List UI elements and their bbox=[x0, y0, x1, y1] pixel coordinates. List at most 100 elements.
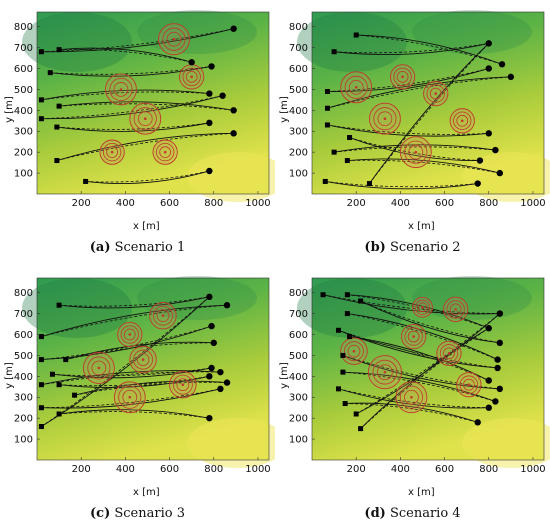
goal-marker bbox=[208, 364, 215, 372]
trajectory-dashed-line bbox=[349, 137, 480, 161]
start-marker bbox=[344, 311, 350, 317]
start-marker bbox=[353, 411, 359, 417]
trajectory-dashed-line bbox=[360, 327, 489, 429]
terrain-shade bbox=[412, 276, 532, 320]
trajectory-line bbox=[322, 294, 500, 315]
obstacle-center bbox=[401, 75, 404, 79]
obstacle-ring bbox=[172, 374, 193, 395]
start-marker bbox=[56, 47, 62, 53]
goal-marker bbox=[223, 301, 231, 309]
trajectory-dashed-line bbox=[56, 132, 234, 161]
y-tick-label: 200 bbox=[14, 414, 33, 425]
obstacle-ring bbox=[133, 107, 157, 131]
y-tick-label: 700 bbox=[14, 309, 33, 320]
y-tick-label: 200 bbox=[289, 148, 308, 159]
y-tick-label: 800 bbox=[14, 288, 33, 299]
trajectory-dashed-line bbox=[360, 300, 500, 344]
obstacle-center bbox=[460, 119, 464, 123]
start-marker bbox=[38, 116, 44, 122]
goal-marker bbox=[492, 398, 499, 405]
obstacle-ring bbox=[456, 114, 469, 127]
trajectory-dashed-line bbox=[59, 49, 192, 63]
x-tick-label: 600 bbox=[160, 198, 179, 209]
obstacle-ring bbox=[113, 82, 129, 97]
y-axis-label: y [m] bbox=[3, 96, 15, 123]
y-tick-label: 500 bbox=[14, 85, 33, 96]
obstacle-ring bbox=[404, 389, 419, 405]
y-tick-label: 600 bbox=[289, 64, 308, 75]
x-tick-label: 800 bbox=[204, 198, 223, 209]
y-tick-label: 300 bbox=[14, 393, 33, 404]
trajectory-dashed-line bbox=[74, 381, 228, 396]
x-tick-label: 200 bbox=[72, 464, 91, 475]
trajectory-line bbox=[41, 304, 228, 338]
goal-marker bbox=[219, 92, 226, 99]
goal-marker bbox=[206, 119, 213, 127]
goal-marker bbox=[206, 167, 213, 175]
trajectory-dashed-line bbox=[349, 336, 489, 381]
obstacle-center bbox=[172, 37, 176, 41]
obstacle-ring bbox=[133, 349, 154, 370]
caption-letter: (a) bbox=[89, 240, 111, 255]
x-tick-label: 1000 bbox=[245, 198, 270, 209]
trajectory-dashed-line bbox=[369, 43, 490, 184]
terrain-shade bbox=[462, 152, 550, 202]
trajectory-dashed-line bbox=[41, 304, 228, 337]
x-tick-label: 400 bbox=[116, 464, 135, 475]
start-marker bbox=[56, 382, 62, 388]
obstacle-center bbox=[141, 358, 145, 361]
y-tick-label: 500 bbox=[14, 351, 33, 362]
y-tick-label: 200 bbox=[14, 148, 33, 159]
start-marker bbox=[358, 426, 364, 432]
obstacle-center bbox=[119, 88, 123, 91]
obstacle-center bbox=[467, 383, 471, 386]
start-marker bbox=[38, 405, 44, 411]
trajectory-line bbox=[65, 341, 214, 361]
obstacle-ring bbox=[176, 378, 190, 392]
y-tick-label: 600 bbox=[289, 330, 308, 341]
x-tick-label: 400 bbox=[391, 464, 410, 475]
trajectory-dashed-line bbox=[327, 76, 511, 109]
obstacle-ring bbox=[408, 144, 424, 160]
start-marker bbox=[344, 292, 350, 298]
chart-c: 200 400 600 800 1000 100 200 300 400 500 600 700 800 bbox=[14, 276, 275, 475]
trajectory-line bbox=[59, 47, 192, 63]
trajectory-line bbox=[338, 388, 489, 409]
obstacle-center bbox=[352, 349, 356, 353]
terrain-shade bbox=[137, 10, 257, 54]
x-tick-label: 200 bbox=[347, 198, 366, 209]
start-marker bbox=[38, 424, 44, 430]
start-marker bbox=[342, 401, 348, 407]
obstacle-center bbox=[383, 117, 387, 120]
goal-marker bbox=[208, 63, 215, 70]
start-marker bbox=[56, 411, 62, 417]
trajectory-dashed-line bbox=[334, 42, 489, 54]
y-tick-label: 100 bbox=[289, 435, 308, 446]
obstacle-ring bbox=[377, 111, 393, 127]
caption-letter: (d) bbox=[364, 506, 386, 521]
y-axis-label: y [m] bbox=[3, 362, 15, 389]
x-tick-label: 1000 bbox=[520, 198, 545, 209]
obstacle-ring bbox=[348, 79, 364, 95]
start-marker bbox=[340, 352, 346, 358]
obstacle-ring bbox=[156, 309, 170, 323]
trajectory-line bbox=[41, 95, 223, 120]
obstacle-ring bbox=[182, 67, 201, 87]
obstacle-ring bbox=[91, 360, 107, 376]
trajectory-line bbox=[347, 313, 498, 360]
y-tick-label: 500 bbox=[289, 85, 308, 96]
start-marker bbox=[38, 49, 44, 55]
trajectory-dashed-line bbox=[50, 65, 212, 75]
chart-a: 200 400 600 800 1000 100 200 300 400 500 600 700 800 bbox=[14, 10, 275, 209]
y-tick-label: 400 bbox=[14, 372, 33, 383]
obstacle-ring bbox=[414, 299, 431, 315]
x-tick-label: 1000 bbox=[245, 464, 270, 475]
obstacle-center bbox=[128, 333, 132, 336]
trajectory-dashed-line bbox=[41, 28, 234, 53]
obstacle-ring bbox=[347, 344, 361, 358]
obstacle-center bbox=[412, 335, 415, 338]
obstacle-ring bbox=[407, 330, 420, 343]
obstacle-ring bbox=[463, 378, 475, 391]
plot-frame bbox=[311, 11, 545, 195]
trajectory-dashed-line bbox=[356, 34, 503, 65]
